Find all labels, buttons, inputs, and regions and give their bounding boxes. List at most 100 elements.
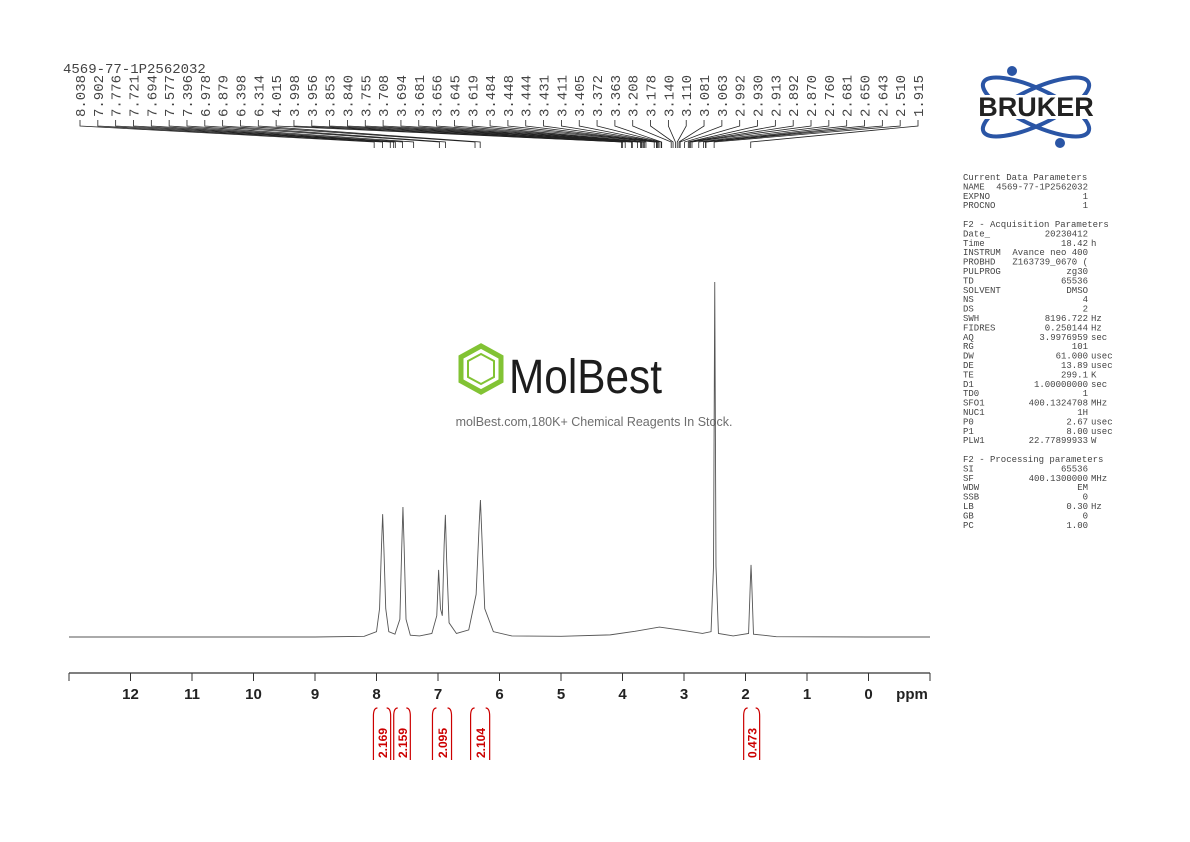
peak-leader [436, 120, 645, 148]
parameter-value: 4 [1083, 295, 1088, 305]
parameter-name: PULPROG [963, 267, 1001, 277]
peak-label: 3.755 [359, 75, 375, 117]
peak-label: 4.015 [270, 75, 286, 117]
parameter-unit: K [1091, 370, 1097, 380]
parameter-value: 65536 [1061, 464, 1088, 474]
parameter-value: 2 [1083, 305, 1088, 315]
parameter-value: 8.00 [1066, 427, 1088, 437]
peak-leader [691, 120, 812, 148]
parameter-unit: MHz [1091, 399, 1107, 409]
x-tick-label: 8 [372, 686, 380, 703]
x-tick-label: 5 [557, 686, 565, 703]
watermark-icon [458, 343, 504, 395]
peak-label: 3.363 [609, 75, 625, 117]
parameter-name: PROCNO [963, 201, 995, 211]
parameter-value: 101 [1072, 342, 1088, 352]
peak-leader [257, 120, 481, 148]
spectrum-line [69, 281, 930, 638]
peak-label: 6.879 [217, 75, 233, 117]
peak-leader [311, 120, 626, 148]
peak-label: 2.913 [769, 75, 785, 117]
bruker-logo: BRUKER [958, 66, 1115, 148]
parameter-unit: MHz [1091, 474, 1107, 484]
parameter-unit: Hz [1091, 323, 1102, 333]
integral-value: 2.159 [396, 728, 410, 758]
parameter-name: P0 [963, 417, 974, 427]
peak-leader [650, 120, 674, 148]
parameter-name: PROBHD [963, 258, 995, 268]
peak-leader [690, 120, 794, 148]
peak-label: 2.681 [841, 75, 857, 117]
peak-leader [698, 120, 830, 148]
parameter-value: DMSO [1066, 286, 1088, 296]
peak-label: 7.577 [163, 75, 179, 117]
peak-leader [418, 120, 643, 148]
parameter-unit: Hz [1091, 502, 1102, 512]
parameter-value: 61.000 [1056, 352, 1088, 362]
parameter-name: RG [963, 342, 974, 352]
peak-label: 3.405 [573, 75, 589, 117]
parameter-name: NS [963, 295, 974, 305]
parameter-name: NAME [963, 182, 985, 192]
parameter-value: 8196.722 [1045, 314, 1088, 324]
peak-leader [97, 120, 383, 148]
peak-leader [667, 120, 676, 148]
peak-leader [364, 120, 638, 148]
parameter-unit: Hz [1091, 314, 1102, 324]
x-tick-label: 9 [311, 686, 319, 703]
peak-label: 3.708 [377, 75, 393, 117]
peak-label: 2.510 [894, 75, 910, 117]
peak-leader [713, 120, 901, 148]
peak-leader [186, 120, 415, 148]
watermark-tagline: molBest.com,180K+ Chemical Reagents In S… [456, 415, 733, 429]
peak-label: 7.694 [145, 75, 161, 117]
parameter-name: NUC1 [963, 408, 985, 418]
parameter-value: 22.77899933 [1029, 436, 1088, 446]
peak-label: 3.444 [520, 75, 536, 117]
parameter-name: INSTRUM [963, 248, 1001, 258]
parameter-unit: h [1091, 239, 1096, 249]
peak-label: 3.656 [431, 75, 447, 117]
parameter-value: Z163739_0670 ( [1012, 258, 1088, 268]
peak-label: 2.643 [876, 75, 892, 117]
peak-leader [329, 120, 632, 148]
peak-label: 7.721 [127, 75, 143, 117]
peak-leader [168, 120, 403, 148]
peak-leader [489, 120, 655, 148]
peak-label: 3.081 [698, 75, 714, 117]
parameter-value: 299.1 [1061, 370, 1088, 380]
x-tick-label: 10 [245, 686, 262, 703]
integral-value: 2.095 [436, 728, 450, 758]
parameter-name: DE [963, 361, 974, 371]
peak-label: 3.681 [413, 75, 429, 117]
peak-label: 3.448 [502, 75, 518, 117]
peak-label: 7.776 [110, 75, 126, 117]
integral-bracket [469, 707, 491, 760]
parameter-name: WDW [963, 483, 980, 493]
logo-text: BRUKER [978, 92, 1094, 122]
peak-leader [614, 120, 663, 148]
peak-leader [275, 120, 622, 148]
x-tick-label: 3 [680, 686, 688, 703]
peak-label: 3.645 [448, 75, 464, 117]
peak-label: 3.484 [484, 75, 500, 117]
parameter-value: 2.67 [1066, 417, 1088, 427]
parameter-unit: sec [1091, 333, 1107, 343]
parameter-value: 65536 [1061, 276, 1088, 286]
x-tick-label: 12 [122, 686, 139, 703]
logo-dot [1007, 66, 1017, 76]
x-tick-label: 4 [618, 686, 627, 703]
peak-label: 6.398 [234, 75, 250, 117]
parameter-name: AQ [963, 333, 974, 343]
parameter-name: SOLVENT [963, 286, 1001, 296]
peak-leader [454, 120, 645, 148]
peak-leader [676, 120, 687, 148]
peak-label: 2.650 [859, 75, 875, 117]
x-tick-label: 6 [495, 686, 503, 703]
peak-leader [705, 120, 883, 148]
integral-bracket [431, 707, 453, 760]
parameter-value: 18.42 [1061, 239, 1088, 249]
logo-orbit [980, 75, 1092, 139]
peak-label: 3.431 [538, 75, 554, 117]
parameter-name: P1 [963, 427, 974, 437]
